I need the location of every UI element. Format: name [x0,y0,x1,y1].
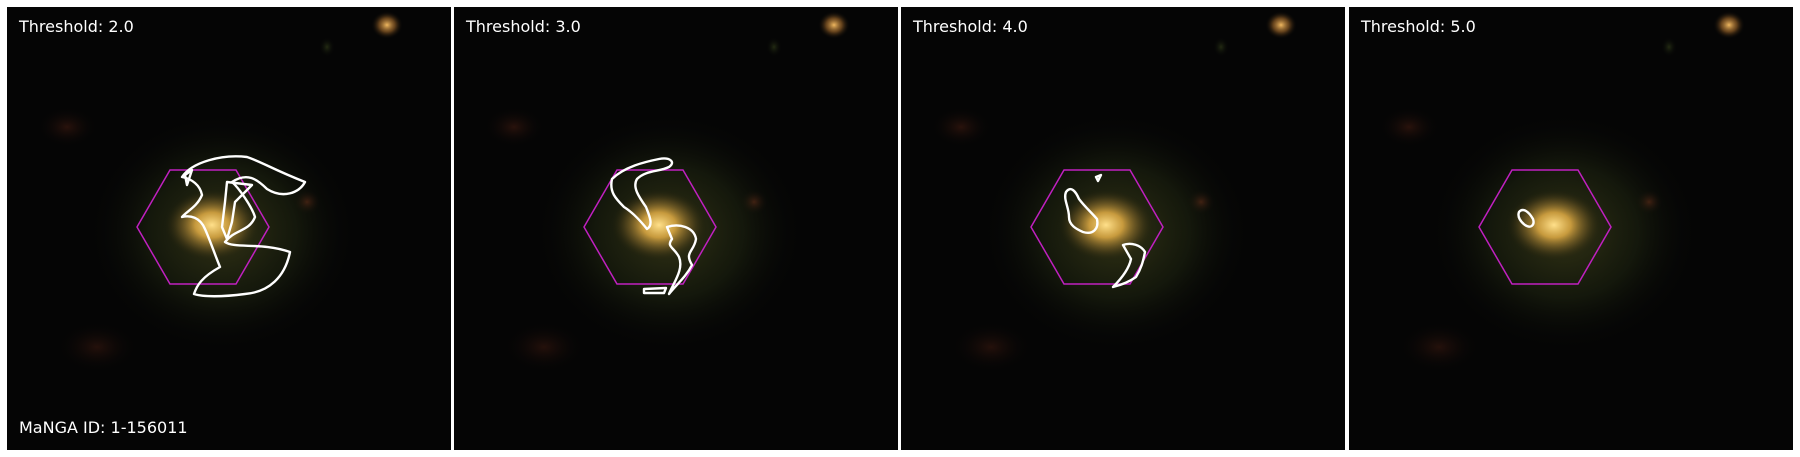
galaxy-image [37,11,403,372]
galaxy-id-label: MaNGA ID: 1-156011 [19,418,188,437]
contour-lines [1517,208,1535,228]
contour-lines [180,155,307,298]
ifu-hexagon [1030,169,1164,285]
contour-lines [610,157,698,296]
panel-threshold-3: Threshold: 3.0 [454,7,898,450]
threshold-label: Threshold: 4.0 [913,17,1028,36]
galaxy-image [1379,11,1745,372]
threshold-label: Threshold: 2.0 [19,17,134,36]
galaxy-image [484,11,850,372]
threshold-label: Threshold: 5.0 [1361,17,1476,36]
ifu-hexagon [1478,169,1612,285]
panel-threshold-5: Threshold: 5.0 [1349,7,1793,450]
threshold-label: Threshold: 3.0 [466,17,581,36]
ifu-hexagon [136,169,270,285]
panel-threshold-2: Threshold: 2.0 MaNGA ID: 1-156011 [7,7,451,450]
galaxy-image [931,11,1297,372]
panel-threshold-4: Threshold: 4.0 [901,7,1345,450]
contour-lines [1064,173,1147,289]
ifu-hexagon [583,169,717,285]
